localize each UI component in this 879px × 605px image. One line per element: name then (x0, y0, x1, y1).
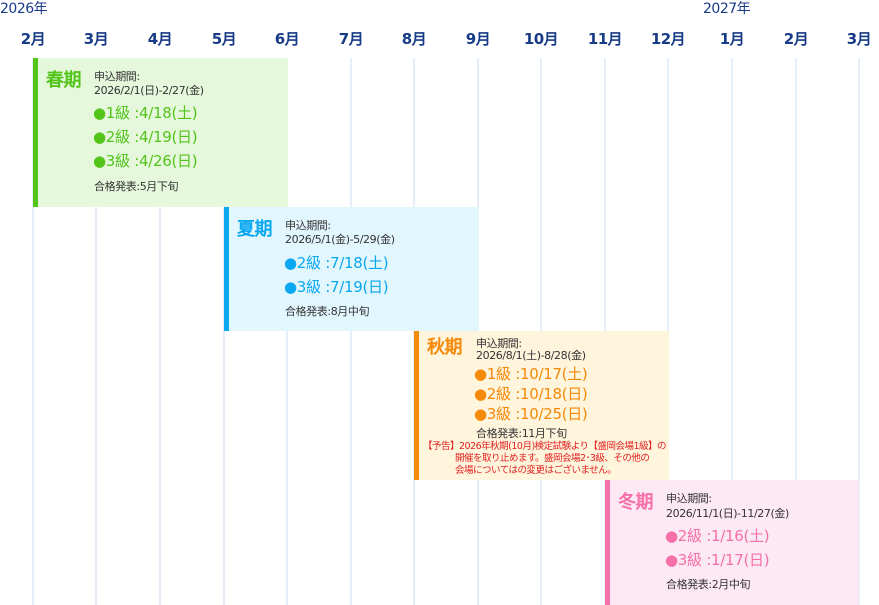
season-accent-bar (33, 58, 38, 207)
month-gridline (159, 58, 161, 605)
apply-label: 申込期間: (285, 219, 331, 232)
notice-line: 会場についてはの変更はございません。 (455, 465, 617, 476)
apply-period: 2026/8/1(土)-8/28(金) (476, 349, 586, 362)
month-label: 9月 (465, 30, 491, 48)
month-label: 5月 (211, 30, 237, 48)
month-gridline (350, 58, 352, 605)
month-gridline (795, 58, 797, 605)
season-title: 秋期 (427, 337, 463, 358)
exam-date: ●2級 :10/18(日) (474, 385, 588, 403)
exam-date: ●1級 :10/17(土) (474, 365, 588, 383)
exam-list: ●1級 :10/17(土) ●2級 :10/18(日) ●3級 :10/25(日… (474, 364, 588, 424)
month-label: 4月 (147, 30, 173, 48)
apply-period: 2026/2/1(日)-2/27(金) (94, 84, 204, 97)
exam-date: ●3級 :1/17(日) (665, 551, 770, 569)
month-label: 7月 (338, 30, 364, 48)
month-label: 2月 (783, 30, 809, 48)
exam-date: ●3級 :7/19(日) (284, 278, 389, 296)
month-gridline (731, 58, 733, 605)
exam-date: ●3級 :10/25(日) (474, 405, 588, 423)
month-label: 11月 (587, 30, 623, 48)
notice-line: 開催を取り止めます。盛岡会場2･3級、その他の (455, 453, 650, 464)
result-announcement: 合格発表:8月中旬 (285, 305, 370, 318)
result-announcement: 合格発表:2月中旬 (666, 578, 751, 591)
season-block-spring: 春期 申込期間: 2026/2/1(日)-2/27(金) ●1級 :4/18(土… (33, 58, 288, 207)
apply-label: 申込期間: (94, 70, 140, 83)
exam-date: ●2級 :4/19(日) (93, 128, 198, 146)
season-title: 夏期 (237, 219, 273, 240)
month-label: 3月 (83, 30, 109, 48)
month-label: 8月 (401, 30, 427, 48)
result-announcement: 合格発表:11月下旬 (476, 427, 567, 440)
month-label: 12月 (650, 30, 686, 48)
apply-period: 2026/11/1(日)-11/27(金) (666, 507, 789, 520)
exam-date: ●2級 :7/18(土) (284, 254, 389, 272)
season-accent-bar (224, 207, 229, 331)
season-accent-bar (414, 331, 419, 480)
month-gridline (286, 58, 288, 605)
month-gridline (32, 58, 34, 605)
apply-label: 申込期間: (476, 337, 522, 350)
season-title: 冬期 (618, 492, 654, 513)
exam-date: ●3級 :4/26(日) (93, 152, 198, 170)
month-label: 2月 (20, 30, 46, 48)
season-title: 春期 (46, 70, 82, 91)
exam-list: ●1級 :4/18(土) ●2級 :4/19(日) ●3級 :4/26(日) (93, 101, 198, 173)
season-block-winter: 冬期 申込期間: 2026/11/1(日)-11/27(金) ●2級 :1/16… (605, 480, 859, 605)
exam-date: ●2級 :1/16(土) (665, 527, 770, 545)
year-label-2027: 2027年 (703, 1, 751, 17)
notice-line: 【予告】2026年秋期(10月)検定試験より【盛岡会場1級】の (423, 441, 667, 452)
season-accent-bar (605, 480, 610, 605)
apply-label: 申込期間: (666, 492, 712, 505)
exam-list: ●2級 :7/18(土) ●3級 :7/19(日) (284, 251, 389, 299)
month-label: 6月 (274, 30, 300, 48)
month-gridline (223, 58, 225, 605)
venue-notice: 【予告】2026年秋期(10月)検定試験より【盛岡会場1級】の 開催を取り止めま… (423, 441, 667, 477)
season-block-autumn: 秋期 申込期間: 2026/8/1(土)-8/28(金) ●1級 :10/17(… (414, 331, 669, 480)
exam-date: ●1級 :4/18(土) (93, 104, 198, 122)
year-label-2026: 2026年 (0, 1, 48, 17)
result-announcement: 合格発表:5月下旬 (94, 180, 179, 193)
month-gridline (858, 58, 860, 605)
apply-period: 2026/5/1(金)-5/29(金) (285, 233, 395, 246)
month-gridline (95, 58, 97, 605)
month-label: 1月 (719, 30, 745, 48)
exam-list: ●2級 :1/16(土) ●3級 :1/17(日) (665, 524, 770, 572)
season-block-summer: 夏期 申込期間: 2026/5/1(金)-5/29(金) ●2級 :7/18(土… (224, 207, 479, 331)
month-label: 10月 (523, 30, 559, 48)
month-label: 3月 (846, 30, 872, 48)
